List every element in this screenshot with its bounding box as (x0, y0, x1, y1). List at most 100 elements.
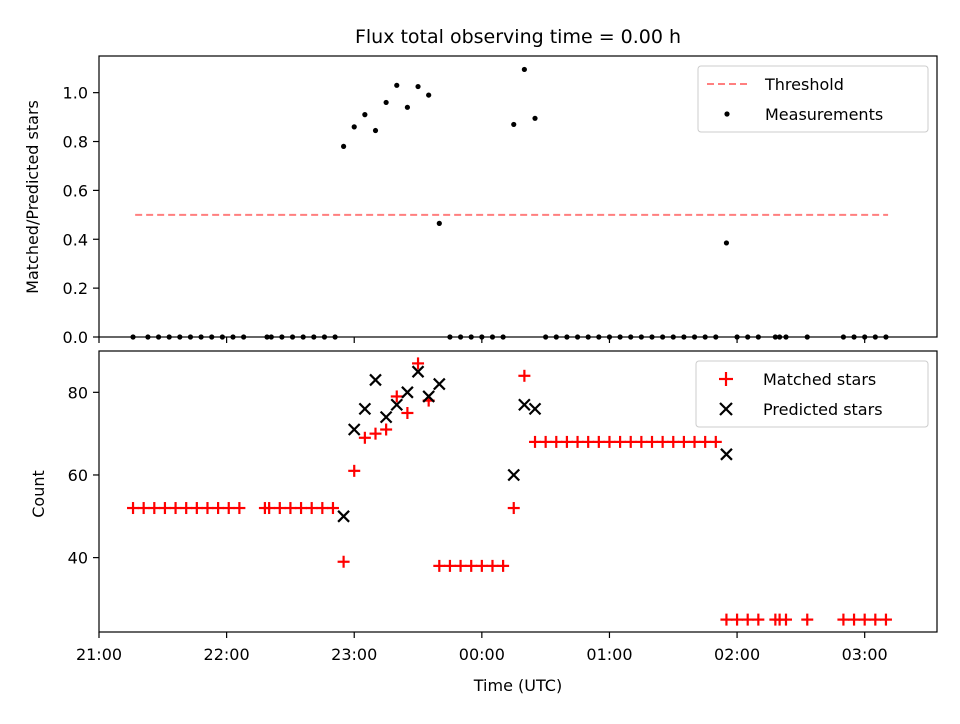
matched-star-point (645, 435, 658, 448)
measurement-point (532, 115, 538, 121)
matched-star-point (731, 613, 744, 626)
matched-star-point (497, 559, 510, 572)
matched-star-point (582, 435, 595, 448)
matched-star-point (779, 613, 792, 626)
matched-star-point (614, 435, 627, 448)
matched-star-point (699, 435, 712, 448)
matched-star-point (529, 435, 542, 448)
bottom-y-tick-label: 80 (68, 383, 88, 402)
predicted-star-point (433, 377, 446, 391)
matched-star-point (656, 435, 669, 448)
predicted-star-point (720, 448, 733, 461)
matched-star-point (550, 435, 563, 448)
measurement-point (426, 92, 432, 98)
matched-star-point (518, 369, 531, 382)
predicted-star-point (379, 410, 393, 424)
predicted-star-point (369, 373, 382, 387)
predicted-star-point (422, 390, 435, 403)
predicted-star-point (401, 386, 414, 399)
bottom-y-axis-label: Count (29, 470, 48, 518)
bottom-x-tick-label: 23:00 (331, 645, 377, 664)
matched-star-point (169, 502, 182, 515)
matched-star-point (212, 502, 225, 515)
matched-star-point (148, 502, 161, 515)
matched-star-point (571, 435, 584, 448)
top-y-tick-label: 0.0 (63, 328, 88, 347)
matched-legend-swatch (719, 372, 733, 386)
matched-star-point (369, 427, 382, 440)
top-y-tick-label: 0.4 (63, 230, 88, 249)
threshold-legend-label: Threshold (764, 75, 844, 94)
matched-star-point (475, 559, 488, 572)
matched-star-point (869, 613, 882, 626)
measurement-point (415, 83, 421, 90)
measurement-point (383, 99, 389, 106)
matched-star-point (201, 502, 214, 515)
matched-star-point (127, 502, 140, 515)
matched-star-point (412, 357, 425, 370)
matched-star-point (401, 406, 414, 419)
top-y-tick-label: 0.2 (63, 279, 88, 298)
matched-star-point (305, 502, 318, 515)
matched-star-point (720, 613, 733, 626)
matched-star-point (560, 435, 573, 448)
bottom-y-tick-label: 40 (68, 549, 88, 568)
predicted-star-point (347, 423, 361, 436)
predicted-star-point (507, 468, 521, 482)
matched-star-point (688, 435, 701, 448)
matched-star-point (443, 559, 456, 572)
predicted-star-point (518, 398, 531, 411)
matched-star-point (180, 502, 193, 515)
chart-title: Flux total observing time = 0.00 h (355, 26, 681, 48)
top-y-tick-label: 0.6 (63, 181, 88, 200)
top-y-tick-label: 1.0 (63, 84, 88, 103)
bottom-x-tick-label: 02:00 (714, 645, 760, 664)
predicted-legend-label: Predicted stars (763, 400, 883, 419)
predicted-legend-swatch (719, 402, 733, 416)
measurement-point (372, 127, 379, 134)
measurement-point (340, 143, 347, 150)
matched-star-point (592, 435, 605, 448)
matched-star-point (635, 435, 648, 448)
matched-star-point (486, 559, 499, 572)
predicted-star-point (411, 365, 425, 378)
matched-star-point (358, 431, 371, 444)
matched-star-point (879, 613, 892, 626)
measurement-point (723, 240, 730, 246)
matched-star-point (752, 613, 765, 626)
matched-star-point (848, 613, 861, 626)
matched-star-point (858, 613, 871, 626)
matched-star-point (233, 502, 246, 515)
matched-star-point (837, 613, 850, 626)
matched-star-point (284, 502, 297, 515)
top-y-tick-label: 0.8 (63, 133, 88, 152)
matched-star-point (190, 502, 203, 515)
measurement-point (394, 82, 400, 88)
matched-star-point (465, 559, 478, 572)
bottom-legend: Matched stars Predicted stars (695, 360, 929, 428)
matched-star-point (326, 502, 339, 515)
predicted-star-point (528, 402, 542, 416)
bottom-x-tick-label: 03:00 (842, 645, 888, 664)
predicted-star-point (337, 510, 350, 523)
matched-star-point (433, 559, 446, 572)
bottom-axes-frame (98, 350, 938, 633)
top-axes-frame (98, 55, 938, 338)
bottom-x-tick-label: 00:00 (459, 645, 505, 664)
bottom-x-tick-label: 21:00 (76, 645, 122, 664)
matched-star-point (539, 435, 552, 448)
predicted-star-point (358, 402, 372, 416)
measurement-point (362, 112, 368, 118)
matched-star-point (263, 502, 276, 515)
matched-star-point (222, 502, 235, 515)
matched-star-point (801, 613, 814, 626)
matched-star-point (667, 435, 680, 448)
matched-star-point (454, 559, 467, 572)
top-legend: Threshold Measurements (697, 65, 929, 133)
measurements-legend-label: Measurements (765, 105, 883, 124)
matched-star-point (137, 502, 150, 515)
matched-star-point (348, 464, 361, 477)
bottom-x-axis-label: Time (UTC) (473, 676, 562, 695)
matched-star-point (390, 390, 403, 403)
